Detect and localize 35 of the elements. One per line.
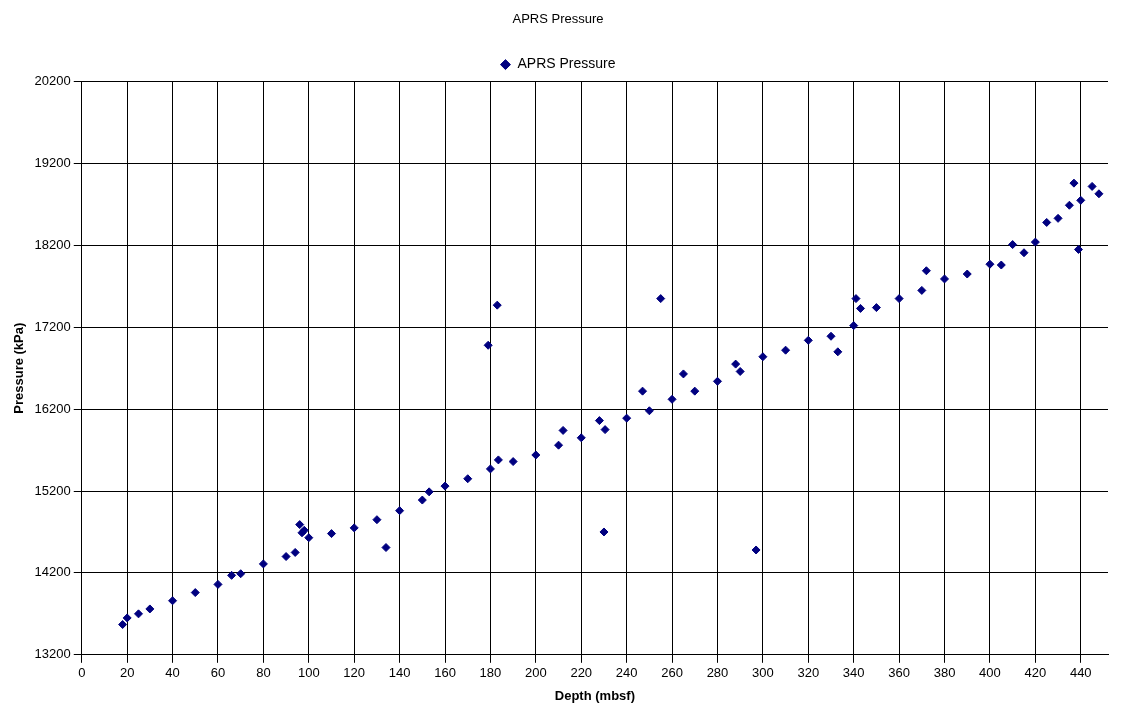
legend-label: APRS Pressure [517,55,616,72]
y-tick-label: 16200 [34,400,71,416]
x-tick-label: 300 [752,665,774,681]
x-tick-label: 420 [1024,665,1047,681]
chart-title: APRS Pressure [512,11,604,27]
x-tick-label: 60 [210,665,226,681]
x-tick-label: 40 [165,665,180,681]
x-tick-label: 240 [615,665,638,681]
x-tick-label: 340 [842,665,865,681]
y-tick-label: 15200 [34,482,71,498]
x-tick-label: 160 [434,665,456,681]
x-tick-label: 260 [661,665,683,681]
y-tick-label: 18200 [34,236,71,252]
x-tick-label: 280 [706,665,729,681]
y-axis-title: Pressure (kPa) [11,322,27,414]
x-tick-label: 20 [119,665,135,681]
x-tick-label: 320 [797,665,820,681]
y-tick-label: 19200 [34,155,71,171]
x-tick-label: 200 [524,665,547,681]
x-tick-label: 440 [1069,665,1092,681]
x-axis-title: Depth (mbsf) [554,687,635,703]
y-tick-label: 20200 [34,73,71,89]
x-tick-label: 0 [78,665,86,681]
x-tick-label: 380 [933,665,956,681]
y-tick-label: 17200 [34,318,71,334]
x-tick-label: 100 [297,665,320,681]
y-tick-label: 14200 [34,564,71,580]
x-tick-label: 180 [479,665,502,681]
y-tick-label: 13200 [34,646,71,662]
x-tick-label: 400 [979,665,1001,681]
x-tick-label: 80 [256,665,271,681]
x-tick-label: 220 [570,665,593,681]
x-tick-label: 140 [388,665,411,681]
x-tick-label: 120 [343,665,366,681]
x-tick-label: 360 [888,665,910,681]
